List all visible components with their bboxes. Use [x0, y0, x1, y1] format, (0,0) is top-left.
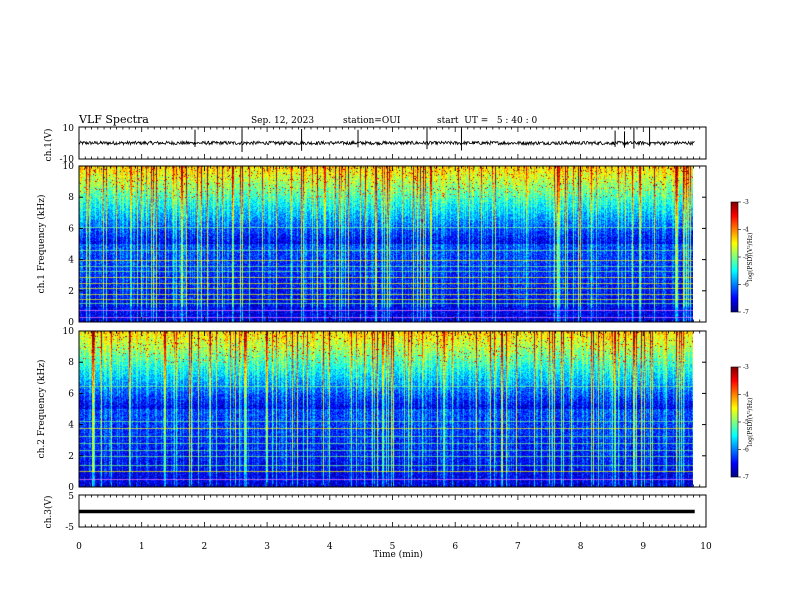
xtick-label: 1 [139, 542, 145, 552]
ch1-spectrogram-ylabel: ch.1 Frequency (kHz) [36, 195, 47, 294]
ch1-colorbar-gradient-holder [731, 202, 738, 312]
ch1-spectrogram-ytick-label: 0 [68, 318, 74, 328]
ch1-spectrogram-image [79, 166, 693, 322]
ch1-spikes [194, 127, 651, 152]
ch1-spectrogram-image-holder [79, 166, 693, 322]
ch2-spectrogram-panel: 0 2 4 6 8 10 ch.2 Frequency (kHz) [36, 327, 707, 493]
ch1-ytick-top: 10 [63, 124, 75, 134]
x-axis-label: Time (min) [373, 549, 423, 560]
ch2-spectrogram-ytick-label: 6 [68, 389, 74, 399]
ch3-waveform-panel: 5 -5 ch.3(V) [43, 492, 707, 533]
xtick-label: 5 [390, 542, 396, 552]
ch1-waveform-trace [78, 139, 695, 147]
ch1-ylabel: ch.1(V) [43, 129, 54, 162]
xtick-label: 2 [202, 542, 208, 552]
figure-title: VLF Spectra [78, 113, 149, 126]
colorbar-tick-label: -6 [743, 447, 749, 454]
xtick-label: 0 [76, 542, 82, 552]
ch2-spectrogram-ylabel: ch.2 Frequency (kHz) [36, 360, 47, 459]
ch1-spectrogram-ytick-label: 2 [68, 287, 74, 297]
colorbar-tick-label: -3 [743, 364, 749, 371]
ch2-spectrogram-ytick-label: 4 [68, 421, 74, 431]
ch2-spectrogram-image-holder [79, 331, 693, 487]
xtick-label: 4 [327, 542, 333, 552]
ch1-spectrogram-ytick-label: 8 [68, 193, 74, 203]
xtick-label: 7 [515, 542, 521, 552]
ch2-colorbar-gradient [731, 367, 738, 477]
ch2-colorbar: -3 -4 -5 -6 -7 log(PSD)(V²/Hz) [730, 364, 754, 481]
x-axis-ticks [78, 127, 707, 527]
ch2-colorbar-ticks: -3 -4 -5 -6 -7 [738, 364, 749, 481]
colorbar-tick-label: -6 [743, 282, 749, 289]
start-time-label: start UT = 5 : 40 : 0 [437, 116, 538, 126]
xtick-label: 10 [700, 542, 712, 552]
ch1-colorbar-gradient [731, 202, 738, 312]
colorbar-tick-label: -7 [743, 474, 749, 481]
ch3-ylabel: ch.3(V) [43, 496, 54, 529]
ch2-spectrogram-image [79, 331, 693, 487]
colorbar-tick-label: -4 [743, 392, 749, 399]
station-label: station=OUI [343, 116, 401, 126]
ch3-ytick-top: 5 [68, 492, 74, 502]
ch2-spectrogram-ytick-label: 0 [68, 483, 74, 493]
ch1-spectrogram-panel: 0 2 4 6 8 10 ch.1 Frequency (kHz) [36, 162, 707, 328]
ch2-spectrogram-ytick-label: 2 [68, 452, 74, 462]
ch2-spectrogram-ytick-label: 10 [63, 327, 75, 337]
ch1-waveform-panel: 10 -10 ch.1(V) [43, 124, 707, 165]
ch2-spectrogram-ytick-label: 8 [68, 358, 74, 368]
xtick-label: 8 [578, 542, 584, 552]
ch2-colorbar-label: log(PSD)(V²/Hz) [747, 398, 754, 447]
ch1-colorbar-ticks: -3 -4 -5 -6 -7 [738, 199, 749, 316]
ch1-colorbar: -3 -4 -5 -6 -7 log(PSD)(V²/Hz) [730, 199, 754, 316]
xtick-label: 3 [264, 542, 270, 552]
x-axis-tick-labels: 0 1 2 3 4 5 6 7 8 9 10 [76, 542, 712, 552]
xtick-label: 9 [640, 542, 646, 552]
date-label: Sep. 12, 2023 [251, 116, 314, 126]
ch3-ytick-bottom: -5 [65, 523, 74, 533]
colorbar-tick-label: -5 [743, 419, 749, 426]
ch2-spectrogram-yticks: 0 2 4 6 8 10 [63, 327, 706, 493]
colorbar-tick-label: -5 [743, 254, 749, 261]
ch2-colorbar-gradient-holder [731, 367, 738, 477]
ch1-colorbar-label: log(PSD)(V²/Hz) [747, 233, 754, 282]
ch1-spectrogram-ytick-label: 4 [68, 256, 74, 266]
ch1-spectrogram-ytick-label: 10 [63, 162, 75, 172]
colorbar-tick-label: -7 [743, 309, 749, 316]
colorbar-tick-label: -4 [743, 227, 749, 234]
colorbar-tick-label: -3 [743, 199, 749, 206]
ch1-spectrogram-yticks: 0 2 4 6 8 10 [63, 162, 706, 328]
ch1-ytick-bottom: -10 [60, 155, 75, 165]
xtick-label: 6 [452, 542, 458, 552]
ch1-spectrogram-ytick-label: 6 [68, 224, 74, 234]
